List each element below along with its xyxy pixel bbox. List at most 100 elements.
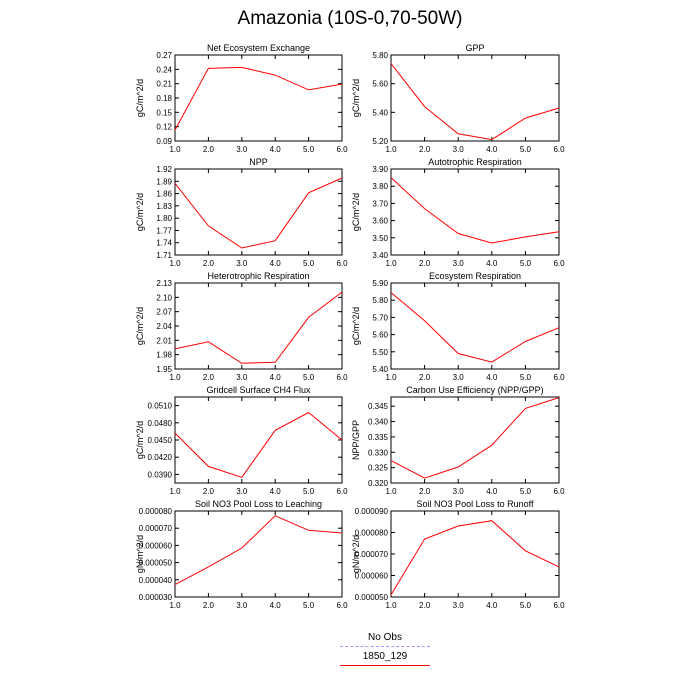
panel-9-ytick-label-3: 0.000060 [139, 541, 173, 550]
panel-2-frame [390, 54, 560, 142]
panel-1-xtick-label-0: 1.0 [169, 145, 181, 154]
panel-4-xtick-label-5: 6.0 [553, 259, 565, 268]
legend-line-1850-129 [340, 665, 430, 666]
panel-3-xtick-label-2: 3.0 [236, 259, 248, 268]
panel-9-ytick-label-0: 0.000030 [139, 593, 173, 602]
panel-4-xtick-label-0: 1.0 [385, 259, 397, 268]
panel-1-xtick-label-3: 4.0 [270, 145, 282, 154]
panel-4-ytick-label-1: 3.50 [372, 234, 388, 243]
panel-3-ylabel: gC/m^2/d [135, 193, 145, 231]
panel-8-xtick-label-5: 6.0 [553, 487, 565, 496]
panel-6-ytick-label-4: 5.80 [372, 296, 388, 305]
panel-8-xtick-label-4: 5.0 [520, 487, 532, 496]
panel-5-ytick-label-5: 2.10 [156, 293, 172, 302]
panel-10-xtick-label-5: 6.0 [553, 601, 565, 610]
panel-9-title: Soil NO3 Pool Loss to Leaching [195, 499, 322, 509]
legend-label-no-obs: No Obs [368, 632, 402, 643]
panel-7-xtick-label-5: 6.0 [336, 487, 348, 496]
panel-9-xtick-label-4: 5.0 [303, 601, 315, 610]
panel-8-ylabel: NPP/GPP [351, 420, 361, 460]
panel-9-ytick-label-4: 0.000070 [139, 524, 173, 533]
panel-3-ytick-label-5: 1.86 [156, 190, 172, 199]
panel-6-xtick-label-2: 3.0 [453, 373, 465, 382]
panel-1-xtick-label-1: 2.0 [203, 145, 215, 154]
panel-10-ylabel: gN/m^2/d [351, 535, 361, 573]
panel-7-xtick-label-3: 4.0 [270, 487, 282, 496]
panel-10-ytick-label-4: 0.000090 [355, 507, 389, 516]
panel-4-series-line-0 [390, 177, 560, 244]
panel-7-ytick-label-2: 0.0450 [148, 436, 173, 445]
panel-1-ytick-label-6: 0.27 [156, 51, 172, 60]
panel-3-ytick-label-3: 1.80 [156, 214, 172, 223]
panel-7-xtick-label-2: 3.0 [236, 487, 248, 496]
panel-2-ytick-label-3: 5.80 [372, 51, 388, 60]
panel-8-title: Carbon Use Efficiency (NPP/GPP) [406, 385, 543, 395]
panel-10-series-line-0 [390, 520, 560, 596]
panel-1-ytick-label-2: 0.15 [156, 108, 172, 117]
panel-3-frame [174, 168, 343, 256]
panel-5-xtick-label-5: 6.0 [336, 373, 348, 382]
panel-3-title: NPP [249, 157, 268, 167]
panel-7-xtick-label-0: 1.0 [169, 487, 181, 496]
panel-8-ytick-label-1: 0.325 [368, 464, 389, 473]
panel-9-xtick-label-5: 6.0 [336, 601, 348, 610]
panel-3-xtick-label-3: 4.0 [270, 259, 282, 268]
panel-8-series-line-0 [390, 397, 560, 479]
legend-label-1850-129: 1850_129 [362, 651, 408, 662]
panel-3-ytick-label-4: 1.83 [156, 202, 172, 211]
panel-4-xtick-label-3: 4.0 [486, 259, 498, 268]
panel-3-xtick-label-5: 6.0 [336, 259, 348, 268]
panel-8-xtick-label-0: 1.0 [385, 487, 397, 496]
panel-10-xtick-label-2: 3.0 [453, 601, 465, 610]
panel-10-frame [390, 510, 560, 598]
panel-8-ytick-label-5: 0.345 [368, 402, 389, 411]
panel-3-series-line-0 [174, 177, 343, 249]
panel-10-xtick-label-3: 4.0 [486, 601, 498, 610]
panel-2-title: GPP [465, 43, 484, 53]
panel-3-xtick-label-4: 5.0 [303, 259, 315, 268]
panel-2-ytick-label-1: 5.40 [372, 108, 388, 117]
panel-4-frame [390, 168, 560, 256]
panel-4-ytick-label-4: 3.80 [372, 182, 388, 191]
panel-5-ytick-label-4: 2.07 [156, 308, 172, 317]
panel-2-xtick-label-0: 1.0 [385, 145, 397, 154]
panel-1-ytick-label-5: 0.24 [156, 65, 172, 74]
panel-5-xtick-label-1: 2.0 [203, 373, 215, 382]
panel-4-ytick-label-5: 3.90 [372, 165, 388, 174]
panel-7-ylabel: gC/m^2/d [135, 421, 145, 459]
panel-9-xtick-label-0: 1.0 [169, 601, 181, 610]
panel-10-ytick-label-0: 0.000050 [355, 593, 389, 602]
panel-6-series-line-0 [390, 292, 560, 363]
panel-7-xtick-label-4: 5.0 [303, 487, 315, 496]
panel-5-xtick-label-4: 5.0 [303, 373, 315, 382]
panel-8-xtick-label-1: 2.0 [419, 487, 431, 496]
panel-6-xtick-label-1: 2.0 [419, 373, 431, 382]
panel-7-title: Gridcell Surface CH4 Flux [206, 385, 311, 395]
panel-7-frame [174, 396, 343, 484]
page-title: Amazonia (10S-0,70-50W) [237, 8, 463, 29]
panel-6-ytick-label-5: 5.90 [372, 279, 388, 288]
panel-1-title: Net Ecosystem Exchange [207, 43, 310, 53]
panel-1-xtick-label-2: 3.0 [236, 145, 248, 154]
panel-10-xtick-label-0: 1.0 [385, 601, 397, 610]
panel-7-ytick-label-1: 0.0420 [148, 453, 173, 462]
panel-9-xtick-label-1: 2.0 [203, 601, 215, 610]
panel-2-xtick-label-4: 5.0 [520, 145, 532, 154]
panel-5-xtick-label-2: 3.0 [236, 373, 248, 382]
panel-5-ytick-label-6: 2.13 [156, 279, 172, 288]
panel-9-ylabel: gN/m^2/d [135, 535, 145, 573]
panel-3-xtick-label-0: 1.0 [169, 259, 181, 268]
panel-9-ytick-label-2: 0.000050 [139, 559, 173, 568]
panel-2-ytick-label-2: 5.60 [372, 80, 388, 89]
panel-8-xtick-label-2: 3.0 [453, 487, 465, 496]
panel-10-ytick-label-3: 0.000080 [355, 529, 389, 538]
panel-5-xtick-label-0: 1.0 [169, 373, 181, 382]
panel-4-ylabel: gC/m^2/d [351, 193, 361, 231]
panel-10-title: Soil NO3 Pool Loss to Runoff [417, 499, 534, 509]
panel-9-series-line-0 [174, 515, 343, 586]
panel-2-xtick-label-1: 2.0 [419, 145, 431, 154]
panel-2-ylabel: gC/m^2/d [351, 79, 361, 117]
panel-1-ylabel: gC/m^2/d [135, 79, 145, 117]
panel-5-ytick-label-0: 1.95 [156, 365, 172, 374]
panel-4-ytick-label-2: 3.60 [372, 217, 388, 226]
